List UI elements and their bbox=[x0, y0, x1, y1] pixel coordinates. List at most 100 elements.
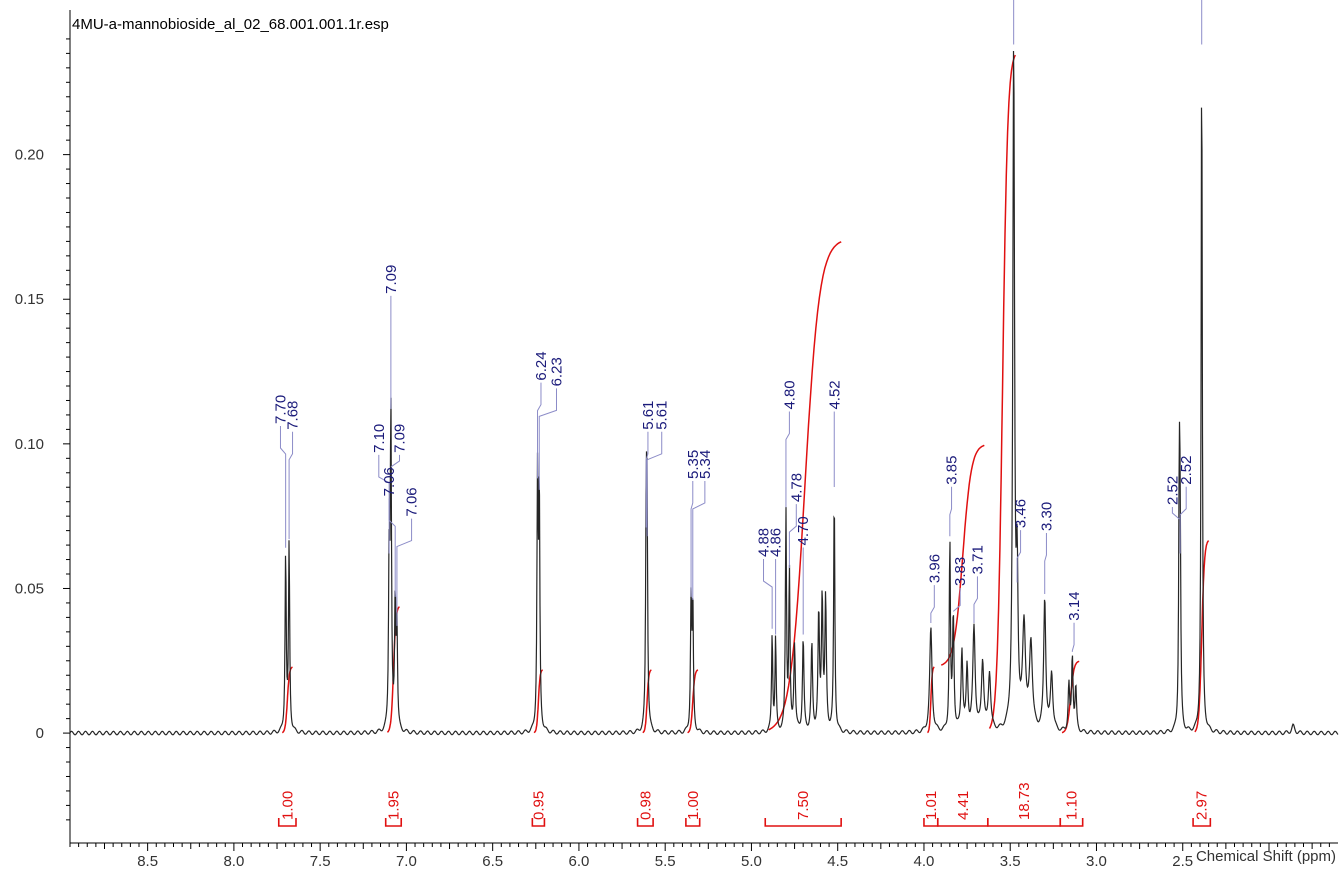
peak-label: 7.06 bbox=[381, 467, 398, 597]
integral-bracket-line bbox=[1059, 818, 1084, 827]
peak-label: 2.39 bbox=[1201, 0, 1203, 45]
integral-brackets: 1.00 1.95 0.95 0.98 1.00 7.50 1.01 4.41 18.73 1.1… bbox=[277, 782, 1212, 827]
integral-bracket: 18.73 bbox=[986, 782, 1062, 827]
peak-label-text: 3.14 bbox=[1066, 591, 1083, 620]
peak-leader-line bbox=[537, 382, 542, 479]
x-tick-label: 6.0 bbox=[568, 853, 589, 870]
x-tick-label: 8.0 bbox=[223, 853, 244, 870]
peak-label: 6.24 bbox=[533, 351, 550, 479]
y-tick-label: 0.10 bbox=[15, 436, 44, 453]
peak-label-text: 6.24 bbox=[533, 351, 550, 380]
integral-bracket: 1.00 bbox=[277, 791, 297, 827]
integral-value: 7.50 bbox=[795, 791, 812, 820]
peak-label: 7.09 bbox=[390, 424, 409, 468]
peak-label: 7.09 bbox=[383, 265, 400, 409]
integral-value: 1.95 bbox=[385, 791, 402, 820]
integral-value: 1.00 bbox=[279, 791, 296, 820]
peak-label: 2.52 bbox=[1178, 456, 1195, 554]
integral-bracket: 1.95 bbox=[384, 791, 403, 827]
x-tick-label: 7.0 bbox=[396, 853, 417, 870]
peak-leader-line bbox=[785, 411, 790, 508]
peak-label: 3.83 bbox=[952, 557, 969, 612]
peak-leader-line bbox=[973, 576, 978, 623]
peak-leader-line bbox=[538, 388, 557, 490]
integral-curve bbox=[687, 669, 699, 734]
y-tick-label: 0.20 bbox=[15, 147, 44, 164]
peak-label-text: 6.23 bbox=[548, 357, 565, 386]
integral-value: 1.01 bbox=[923, 791, 940, 820]
peak-label-text: 3.46 bbox=[1013, 499, 1030, 528]
peak-label: 7.68 bbox=[285, 401, 302, 540]
x-tick-label: 5.0 bbox=[741, 853, 762, 870]
integral-bracket-line bbox=[531, 818, 546, 827]
x-tick-label: 4.5 bbox=[827, 853, 848, 870]
peak-label: 4.88 bbox=[756, 528, 773, 629]
integral-value: 0.95 bbox=[530, 791, 547, 820]
peak-label-text: 2.52 bbox=[1178, 456, 1195, 485]
x-tick-label: 4.0 bbox=[914, 853, 935, 870]
peak-label: 4.78 bbox=[788, 473, 805, 569]
integral-bracket-line bbox=[1192, 818, 1212, 827]
y-tick-label: 0.15 bbox=[15, 291, 44, 308]
y-tick-label: 0 bbox=[36, 725, 44, 742]
integral-curve bbox=[386, 606, 400, 733]
peak-label-text: 4.78 bbox=[788, 473, 805, 502]
peak-labels: 7.707.687.107.097.097.067.066.246.235.61… bbox=[272, 0, 1203, 652]
peak-label: 3.30 bbox=[1038, 502, 1055, 595]
integral-value: 4.41 bbox=[955, 791, 972, 820]
integral-curve bbox=[988, 54, 1017, 729]
peak-leader-line bbox=[279, 426, 287, 548]
peak-leader-line bbox=[1044, 533, 1047, 595]
integral-curve bbox=[768, 241, 842, 731]
peak-label: 5.35 bbox=[685, 450, 702, 597]
peak-leader-line bbox=[949, 486, 953, 537]
peak-leader-line bbox=[288, 431, 294, 540]
peak-label-text: 3.30 bbox=[1038, 502, 1055, 531]
spectrum-file-title: 4MU-a-mannobioside_al_02_68.001.001.1r.e… bbox=[72, 16, 389, 33]
integral-value: 2.97 bbox=[1194, 791, 1211, 820]
integral-bracket-line bbox=[685, 818, 701, 827]
peak-label-text: 3.96 bbox=[926, 554, 943, 583]
peak-label: 4.80 bbox=[781, 380, 798, 508]
x-tick-label: 3.5 bbox=[1000, 853, 1021, 870]
peak-label: 3.14 bbox=[1066, 591, 1083, 652]
peak-label-text: 7.68 bbox=[285, 401, 302, 430]
spectrum-line bbox=[69, 50, 1339, 736]
peak-label-text: 7.70 bbox=[272, 395, 289, 424]
x-tick-label: 5.5 bbox=[655, 853, 676, 870]
peak-label-text: 5.34 bbox=[697, 450, 714, 479]
peak-leader-line bbox=[388, 498, 396, 597]
peak-label: 7.70 bbox=[272, 395, 289, 548]
peak-label-text: 4.52 bbox=[826, 380, 843, 409]
axes: 8.5 8.0 7.5 7.0 6.5 6.0 5.5 5.0 4.5 4.0 3.5 3.0 2.5 0… bbox=[15, 10, 1338, 870]
peak-label-text: 5.61 bbox=[654, 401, 671, 430]
peak-label-text: 7.09 bbox=[383, 265, 400, 294]
peak-label: 7.06 bbox=[396, 487, 421, 626]
peak-label-text: 4.86 bbox=[768, 528, 785, 557]
peak-leader-line bbox=[1071, 622, 1075, 652]
peak-label: 2.52 bbox=[1164, 476, 1181, 520]
integral-bracket-line bbox=[384, 818, 403, 827]
peak-leader-line bbox=[788, 504, 797, 569]
peak-leader-line bbox=[930, 585, 935, 623]
peak-label: 5.34 bbox=[692, 450, 714, 600]
peak-label: 3.85 bbox=[944, 456, 961, 537]
peak-leader-line bbox=[1179, 486, 1187, 554]
integral-bracket: 1.00 bbox=[685, 791, 702, 827]
integral-value: 18.73 bbox=[1016, 782, 1033, 820]
peak-leader-line bbox=[645, 431, 649, 528]
peak-label: 6.23 bbox=[538, 357, 565, 490]
integral-curve bbox=[533, 669, 544, 734]
peak-label-text: 3.83 bbox=[952, 557, 969, 586]
integral-bracket: 0.98 bbox=[636, 791, 654, 827]
peak-label-text: 4.70 bbox=[795, 516, 812, 545]
peak-label: 4.86 bbox=[768, 528, 785, 635]
integral-bracket: 4.41 bbox=[936, 791, 989, 827]
integral-bracket: 7.50 bbox=[764, 791, 842, 827]
peak-label: 4.70 bbox=[795, 516, 812, 635]
integral-curve bbox=[642, 669, 652, 734]
peak-label-text: 4.88 bbox=[756, 528, 773, 557]
x-tick-label: 2.5 bbox=[1172, 853, 1193, 870]
peak-label-text: 7.09 bbox=[392, 424, 409, 453]
